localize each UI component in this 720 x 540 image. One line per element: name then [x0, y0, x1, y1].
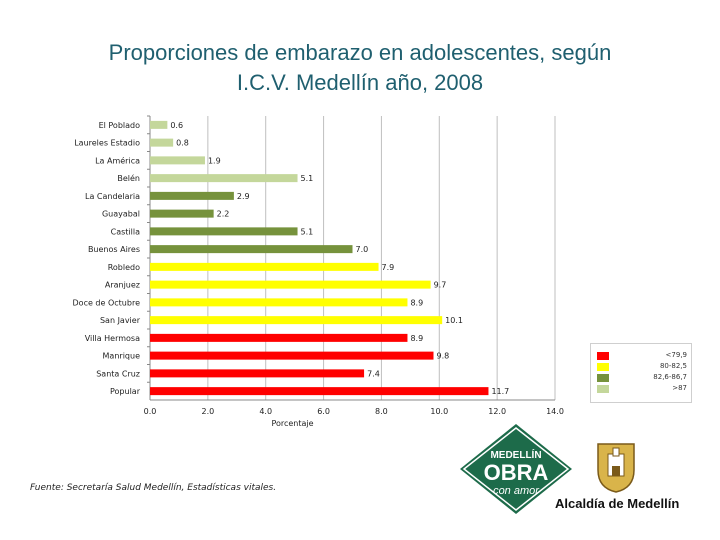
bar [150, 369, 365, 378]
legend-label: 82,6-86,7 [653, 373, 687, 381]
category-label: Robledo [108, 263, 140, 272]
category-label: Belén [117, 173, 140, 183]
bar [150, 245, 353, 254]
bar [150, 174, 298, 183]
category-label: Buenos Aires [88, 245, 140, 254]
bar [150, 120, 168, 129]
bar [150, 262, 379, 271]
data-label: 2.9 [237, 192, 250, 201]
data-label: 7.9 [382, 263, 395, 272]
data-label: 8.9 [410, 334, 423, 343]
chart-title-line-2: I.C.V. Medellín año, 2008 [236, 70, 484, 95]
bar [150, 156, 205, 165]
bar [150, 333, 408, 342]
category-label: La Candelaria [85, 192, 140, 201]
x-axis-label: Porcentaje [271, 419, 313, 428]
category-label: Castilla [111, 227, 140, 236]
x-tick-label: 6.0 [317, 407, 330, 416]
legend-label: <79,9 [665, 351, 687, 359]
x-tick-label: 8.0 [375, 407, 388, 416]
logo-line-1: MEDELLÍN [490, 448, 541, 461]
category-label: Villa Hermosa [85, 334, 140, 343]
legend-label: >87 [672, 384, 687, 392]
bar [150, 298, 408, 307]
category-label: Doce de Octubre [73, 298, 141, 307]
x-tick-label: 12.0 [488, 407, 506, 416]
bar [150, 191, 234, 200]
legend-swatch [597, 352, 609, 360]
bar [150, 209, 214, 218]
category-label: San Javier [100, 316, 141, 325]
category-label: El Poblado [99, 121, 141, 130]
bar [150, 387, 489, 396]
source-footnote: Fuente: Secretaría Salud Medellín, Estad… [30, 483, 277, 493]
category-label: La América [95, 155, 140, 165]
data-label: 7.0 [356, 245, 369, 254]
category-label: Guayabal [102, 210, 140, 219]
x-tick-label: 14.0 [546, 407, 564, 416]
data-label: 5.1 [301, 227, 314, 236]
bar [150, 316, 443, 325]
category-label: Popular [110, 387, 141, 396]
data-label: 9.8 [437, 352, 450, 361]
legend-swatch [597, 385, 609, 393]
chart-title: Proporciones de embarazo en adolescentes… [0, 38, 720, 98]
data-label: 10.1 [445, 316, 463, 325]
logo-line-3: con amor [493, 485, 540, 497]
medellin-obra-logo: MEDELLÍN OBRA con amor [458, 422, 574, 516]
data-label: 2.2 [217, 210, 230, 219]
chart-title-line-1: Proporciones de embarazo en adolescentes… [108, 40, 612, 65]
data-label: 9.7 [434, 281, 447, 290]
data-label: 0.6 [170, 121, 183, 130]
data-label: 1.9 [208, 156, 221, 165]
x-tick-label: 0.0 [144, 407, 157, 416]
category-label: Aranjuez [105, 281, 140, 290]
data-label: 11.7 [491, 387, 509, 396]
data-label: 0.8 [176, 139, 189, 148]
category-label: Laureles Estadio [74, 139, 140, 148]
x-tick-label: 4.0 [259, 407, 272, 416]
x-tick-label: 2.0 [201, 407, 214, 416]
legend-label: 80-82,5 [659, 362, 687, 370]
data-label: 7.4 [367, 369, 380, 378]
bar [150, 138, 174, 147]
bar [150, 351, 434, 360]
logo-line-2: OBRA [484, 460, 549, 485]
bar [150, 227, 298, 236]
x-tick-label: 10.0 [430, 407, 448, 416]
city-crest-icon [594, 440, 638, 494]
alcaldia-label: Alcaldía de Medellín [555, 496, 680, 511]
legend-swatch [597, 374, 609, 382]
legend-swatch [597, 363, 609, 371]
category-label: Manrique [103, 352, 141, 361]
bar [150, 280, 431, 289]
data-label: 8.9 [410, 298, 423, 307]
legend: <79,9 80-82,5 82,6-86,7 >87 [590, 343, 692, 403]
category-label: Santa Cruz [96, 369, 140, 378]
data-label: 5.1 [301, 174, 314, 183]
